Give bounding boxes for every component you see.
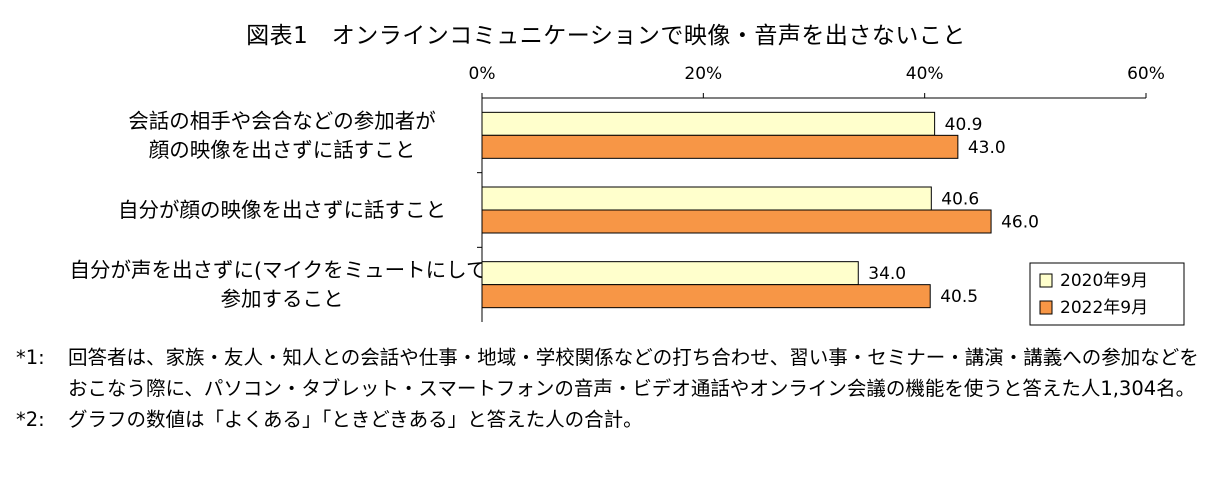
legend: 2020年9月 2022年9月	[1029, 262, 1185, 326]
data-label: 46.0	[1001, 213, 1039, 233]
legend-label: 2020年9月	[1060, 271, 1148, 291]
legend-label: 2022年9月	[1060, 298, 1148, 318]
legend-swatch	[1039, 300, 1053, 315]
footnote-2-text: グラフの数値は「よくある」「ときどきある」と答えた人の合計。	[68, 408, 643, 431]
footnote-1-label: *1:	[16, 346, 45, 369]
data-label: 34.0	[868, 264, 906, 284]
footnote-2-label: *2:	[16, 408, 45, 431]
category-label: 自分が声を出さずに(マイクをミュートにして)	[70, 258, 495, 282]
legend-box	[1029, 262, 1185, 326]
chart-title: 図表1 オンラインコミュニケーションで映像・音声を出さないこと	[246, 23, 966, 49]
footnote-1: *1: 回答者は、家族・友人・知人との会話や仕事・地域・学校関係などの打ち合わせ…	[16, 342, 1206, 404]
category-label: 自分が顔の映像を出さずに話すこと	[118, 198, 446, 222]
footnotes: *1: 回答者は、家族・友人・知人との会話や仕事・地域・学校関係などの打ち合わせ…	[16, 342, 1206, 435]
axes	[477, 97, 1146, 322]
bar	[481, 134, 959, 159]
data-label: 40.9	[945, 115, 983, 135]
x-tick-label: 0%	[469, 64, 496, 84]
bar	[481, 186, 932, 211]
category-labels: 会話の相手や会合などの参加者が顔の映像を出さずに話すこと自分が顔の映像を出さずに…	[70, 109, 495, 311]
category-label: 会話の相手や会合などの参加者が	[128, 109, 436, 133]
footnote-1-text: 回答者は、家族・友人・知人との会話や仕事・地域・学校関係などの打ち合わせ、習い事…	[68, 346, 1199, 400]
bar	[481, 284, 931, 309]
x-tick-label: 60%	[1127, 64, 1165, 84]
bar	[481, 111, 936, 136]
bars	[481, 111, 992, 309]
x-axis-ticks: 0% 20% 40% 60%	[469, 64, 1165, 98]
category-label: 参加すること	[221, 287, 344, 311]
data-label: 40.6	[941, 190, 979, 210]
bar-chart: 0% 20% 40% 60% 会話の相手や会合などの参加者が顔の映像を出さずに話すこと…	[70, 64, 1185, 326]
bar	[481, 209, 992, 234]
x-tick-label: 40%	[906, 64, 944, 84]
x-tick-label: 20%	[684, 64, 722, 84]
data-label: 43.0	[968, 138, 1006, 158]
category-label: 顔の映像を出さずに話すこと	[149, 138, 416, 162]
data-label: 40.5	[940, 287, 978, 307]
legend-swatch	[1039, 273, 1053, 288]
footnote-2: *2: グラフの数値は「よくある」「ときどきある」と答えた人の合計。	[16, 404, 1206, 435]
bar	[481, 261, 859, 286]
value-labels: 40.9 43.0 40.6 46.0 34.0 40.5	[868, 115, 1039, 307]
